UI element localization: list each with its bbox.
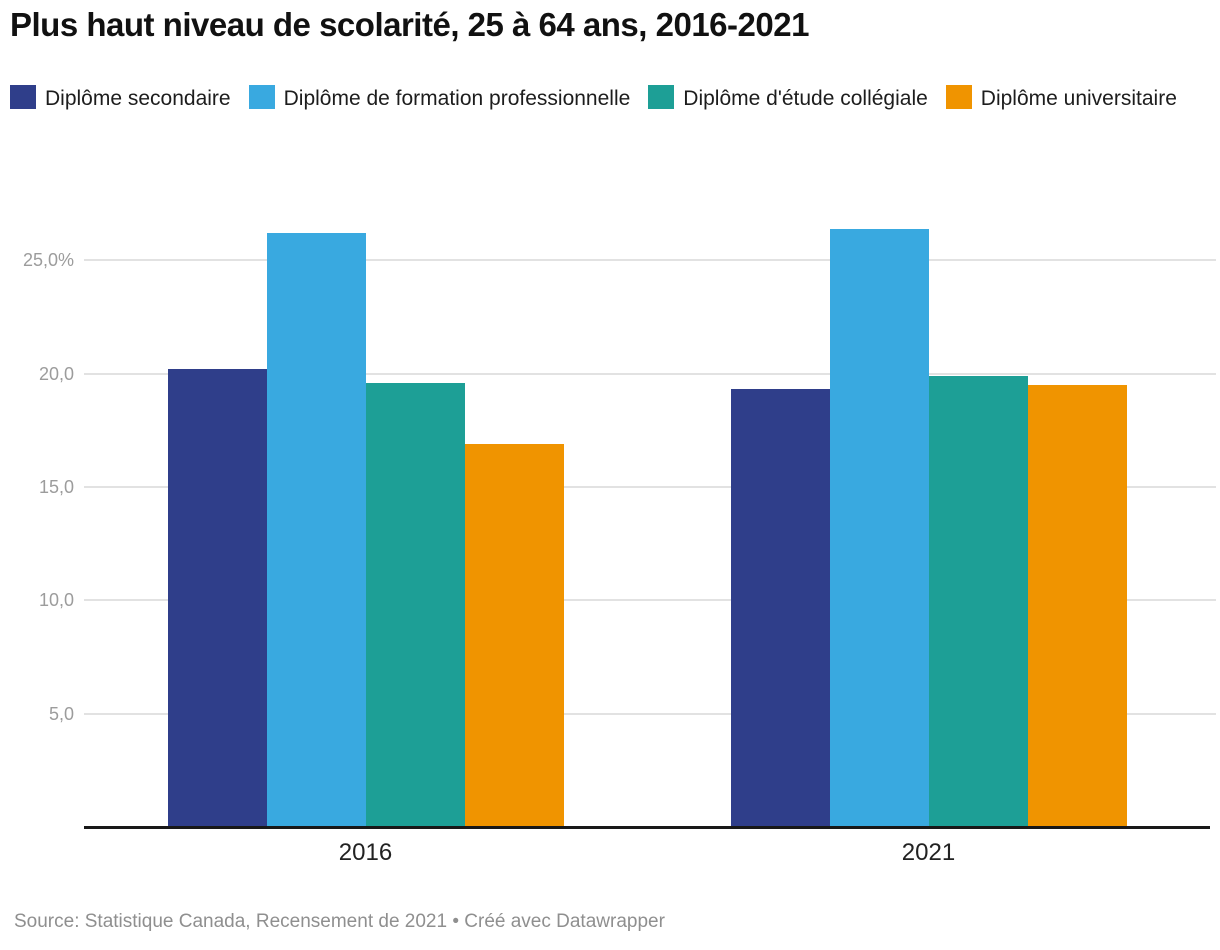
legend-label: Diplôme d'étude collégiale	[683, 87, 928, 110]
bar-2016-4[interactable]	[464, 443, 564, 827]
bar-2021-3[interactable]	[928, 375, 1028, 827]
y-tick-label: 5,0	[48, 703, 74, 724]
gridline	[84, 712, 1216, 715]
bar-2016-3[interactable]	[365, 382, 465, 827]
legend-item: Diplôme d'étude collégiale	[636, 85, 928, 110]
x-axis-line	[84, 826, 1210, 829]
gridline	[84, 485, 1216, 488]
chart-title: Plus haut niveau de scolarité, 25 à 64 a…	[10, 6, 809, 43]
y-tick-label: 25,0%	[22, 250, 74, 271]
gridline	[84, 259, 1216, 262]
bar-2016-2[interactable]	[266, 233, 366, 827]
gridline	[84, 372, 1216, 375]
legend-item: Diplôme secondaire	[10, 85, 231, 110]
legend: Diplôme secondaire Diplôme de formation p…	[10, 82, 1200, 115]
legend-swatch-icon	[945, 85, 972, 109]
bar-2021-1[interactable]	[730, 389, 830, 827]
source-attribution: Source: Statistique Canada, Recensement …	[14, 911, 665, 932]
y-tick-label: 15,0	[38, 476, 74, 497]
bar-2021-2[interactable]	[829, 228, 929, 827]
legend-item: Diplôme universitaire	[934, 85, 1177, 110]
legend-swatch-icon	[248, 85, 275, 109]
legend-swatch-icon	[648, 85, 675, 109]
bar-2021-4[interactable]	[1027, 384, 1127, 827]
legend-label: Diplôme universitaire	[980, 87, 1177, 110]
legend-item: Diplôme de formation professionnelle	[237, 85, 631, 110]
y-tick-label: 20,0	[38, 363, 74, 384]
y-tick-label: 10,0	[38, 590, 74, 611]
x-axis-label: 2016	[338, 839, 393, 866]
bar-2016-1[interactable]	[167, 369, 267, 827]
legend-label: Diplôme secondaire	[45, 87, 231, 110]
legend-swatch-icon	[10, 85, 36, 109]
x-axis-label: 2021	[901, 839, 956, 866]
gridline	[84, 599, 1216, 602]
legend-label: Diplôme de formation professionnelle	[283, 87, 631, 110]
